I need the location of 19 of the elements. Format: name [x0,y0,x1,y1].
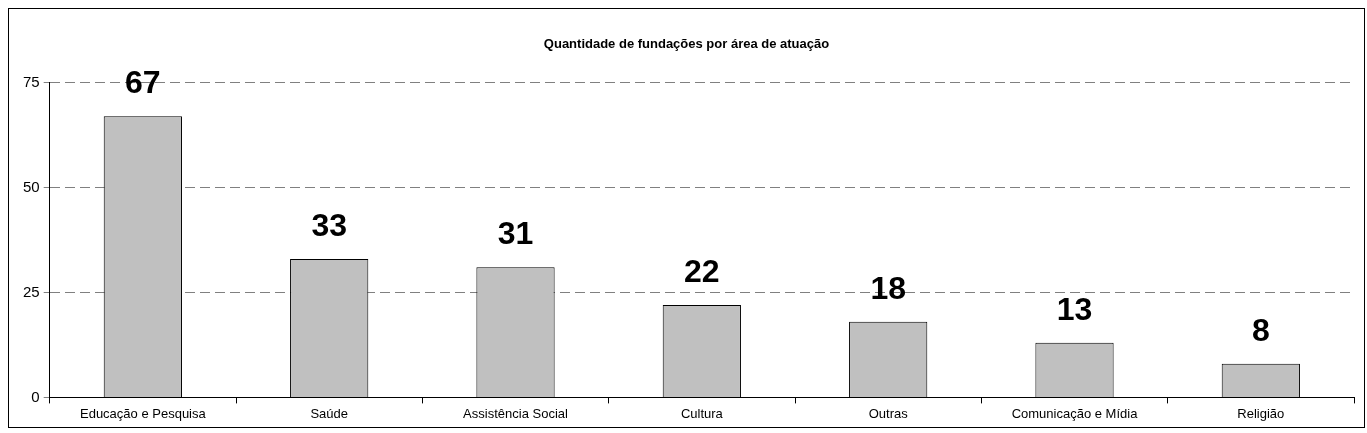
data-label: 8 [1251,311,1270,348]
data-label: 31 [497,215,534,252]
y-tick-label: 75 [23,72,40,90]
x-tick-label: Saúde [310,405,348,421]
data-label: 22 [684,252,720,289]
data-label: 13 [1056,290,1093,327]
chart-title: Quantidade de fundações por área de atuação [543,36,830,52]
y-tick-label: 50 [23,177,40,195]
x-tick-label: Assistência Social [463,405,568,421]
x-tick-label: Cultura [680,405,724,421]
data-label: 18 [870,269,906,306]
x-tick-label: Outras [868,405,909,421]
x-tick-label: Religião [1237,405,1285,421]
y-tick-label: 0 [31,387,40,405]
x-tick-label: Comunicação e Mídia [1011,405,1139,421]
y-tick-label: 25 [23,282,40,300]
data-label: 67 [125,64,161,101]
data-label: 33 [311,206,347,243]
x-tick-label: Educação e Pesquisa [79,405,207,421]
